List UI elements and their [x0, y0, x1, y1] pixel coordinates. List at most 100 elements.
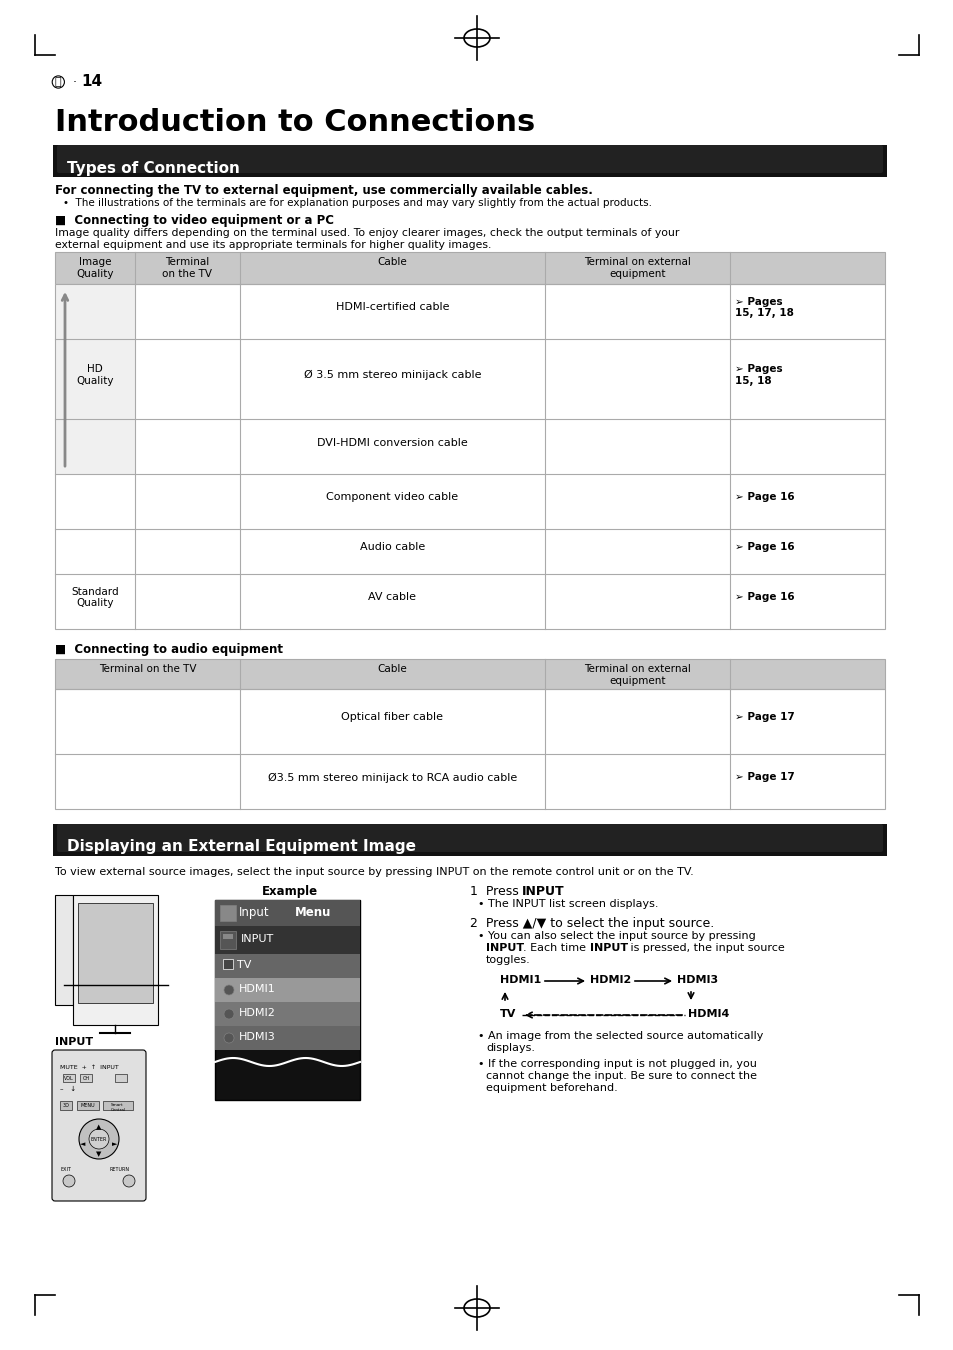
Text: For connecting the TV to external equipment, use commercially available cables.: For connecting the TV to external equipm…	[55, 184, 592, 197]
Text: HDMI4: HDMI4	[687, 1008, 729, 1019]
Text: ➢ Page 16: ➢ Page 16	[734, 593, 794, 602]
Text: VOL: VOL	[64, 1076, 73, 1081]
Bar	[214, 1026, 359, 1050]
Text: INPUT: INPUT	[485, 944, 523, 953]
Circle shape	[89, 1129, 109, 1149]
Text: ⓔ: ⓔ	[55, 77, 62, 86]
Text: ➢ Pages
15, 18: ➢ Pages 15, 18	[734, 364, 781, 386]
Text: 1  Press: 1 Press	[470, 886, 522, 898]
Bar	[78, 903, 152, 1003]
Bar	[220, 931, 235, 949]
Text: Example: Example	[262, 886, 317, 898]
Circle shape	[224, 1033, 233, 1044]
Text: Component video cable: Component video cable	[326, 493, 458, 502]
Text: displays.: displays.	[485, 1044, 535, 1053]
Text: ▲: ▲	[96, 1125, 102, 1130]
Bar	[223, 958, 233, 969]
Bar	[77, 1102, 99, 1110]
FancyBboxPatch shape	[52, 1050, 146, 1202]
Text: HD
Quality: HD Quality	[76, 364, 113, 386]
Text: TV: TV	[236, 960, 251, 971]
Circle shape	[224, 1008, 233, 1019]
Text: HDMI-certified cable: HDMI-certified cable	[335, 302, 449, 312]
Bar	[214, 954, 359, 977]
Bar	[53, 144, 886, 177]
Text: toggles.: toggles.	[485, 954, 530, 965]
Text: ➢ Page 17: ➢ Page 17	[734, 772, 794, 783]
Bar	[103, 1102, 132, 1110]
Text: INPUT: INPUT	[589, 944, 627, 953]
Text: Standard
Quality: Standard Quality	[71, 587, 119, 609]
Circle shape	[63, 1174, 75, 1187]
Text: Optical fiber cable: Optical fiber cable	[341, 713, 443, 722]
Bar	[55, 895, 73, 1004]
Text: ➢ Pages
15, 17, 18: ➢ Pages 15, 17, 18	[734, 297, 793, 319]
Text: ■  Connecting to video equipment or a PC: ■ Connecting to video equipment or a PC	[55, 215, 334, 227]
Text: ►: ►	[112, 1141, 117, 1148]
Text: –   ↓: – ↓	[60, 1085, 76, 1092]
Text: 3D: 3D	[63, 1103, 70, 1108]
Text: Cable: Cable	[377, 256, 407, 267]
Bar	[220, 904, 235, 921]
Text: Smart
Central: Smart Central	[111, 1103, 126, 1111]
Text: • You can also select the input source by pressing: • You can also select the input source b…	[477, 931, 755, 941]
Text: •  The illustrations of the terminals are for explanation purposes and may vary : • The illustrations of the terminals are…	[63, 198, 651, 208]
Text: INPUT: INPUT	[521, 886, 564, 898]
Circle shape	[123, 1174, 135, 1187]
Text: Image
Quality: Image Quality	[76, 256, 113, 278]
FancyBboxPatch shape	[57, 144, 882, 173]
Bar	[55, 284, 135, 474]
Text: MUTE  +  ↑  INPUT: MUTE + ↑ INPUT	[60, 1065, 118, 1071]
Text: Ø3.5 mm stereo minijack to RCA audio cable: Ø3.5 mm stereo minijack to RCA audio cab…	[268, 772, 517, 783]
Text: HDMI2: HDMI2	[239, 1008, 275, 1018]
Bar	[53, 824, 886, 856]
Text: Displaying an External Equipment Image: Displaying an External Equipment Image	[67, 840, 416, 855]
Bar	[60, 1102, 71, 1110]
Bar	[55, 659, 884, 688]
Text: HDMI1: HDMI1	[239, 984, 275, 994]
Text: .: .	[558, 886, 561, 898]
Text: MENU: MENU	[81, 1103, 95, 1108]
Text: . Each time: . Each time	[522, 944, 589, 953]
Circle shape	[79, 1119, 119, 1160]
Text: cannot change the input. Be sure to connect the: cannot change the input. Be sure to conn…	[485, 1071, 757, 1081]
Text: Ø 3.5 mm stereo minijack cable: Ø 3.5 mm stereo minijack cable	[303, 370, 480, 381]
Bar	[214, 1002, 359, 1026]
Text: Types of Connection: Types of Connection	[67, 161, 239, 176]
Text: DVI-HDMI conversion cable: DVI-HDMI conversion cable	[316, 437, 467, 447]
Text: Terminal on external
equipment: Terminal on external equipment	[583, 256, 690, 278]
Bar	[214, 926, 359, 954]
Text: INPUT: INPUT	[55, 1037, 93, 1048]
Circle shape	[224, 986, 233, 995]
Bar	[55, 284, 884, 629]
Text: ➢ Page 16: ➢ Page 16	[734, 493, 794, 502]
Text: • An image from the selected source automatically: • An image from the selected source auto…	[477, 1031, 762, 1041]
Text: ■  Connecting to audio equipment: ■ Connecting to audio equipment	[55, 643, 283, 656]
Text: equipment beforehand.: equipment beforehand.	[485, 1083, 618, 1094]
Text: Introduction to Connections: Introduction to Connections	[55, 108, 535, 136]
Text: To view external source images, select the input source by pressing INPUT on the: To view external source images, select t…	[55, 867, 693, 878]
Text: 14: 14	[81, 74, 102, 89]
Text: TV: TV	[499, 1008, 516, 1019]
Text: is pressed, the input source: is pressed, the input source	[626, 944, 784, 953]
Text: Menu: Menu	[294, 906, 331, 919]
Text: ·: ·	[73, 76, 81, 89]
Text: Cable: Cable	[377, 664, 407, 674]
Text: ◄: ◄	[80, 1141, 86, 1148]
Bar	[214, 900, 359, 1100]
Text: CH: CH	[82, 1076, 90, 1081]
Text: Terminal on the TV: Terminal on the TV	[99, 664, 196, 674]
Bar	[80, 1075, 91, 1081]
Text: EXIT: EXIT	[61, 1166, 71, 1172]
Text: ENTER: ENTER	[91, 1137, 107, 1142]
Text: RETURN: RETURN	[110, 1166, 130, 1172]
Bar	[115, 1075, 127, 1081]
Bar	[55, 688, 884, 809]
Bar	[214, 977, 359, 1002]
Bar	[214, 900, 359, 926]
Bar	[223, 934, 233, 940]
Text: 2  Press ▲/▼ to select the input source.: 2 Press ▲/▼ to select the input source.	[470, 917, 714, 930]
Text: • The INPUT list screen displays.: • The INPUT list screen displays.	[477, 899, 658, 909]
Text: HDMI2: HDMI2	[589, 975, 631, 985]
Text: HDMI1: HDMI1	[499, 975, 540, 985]
